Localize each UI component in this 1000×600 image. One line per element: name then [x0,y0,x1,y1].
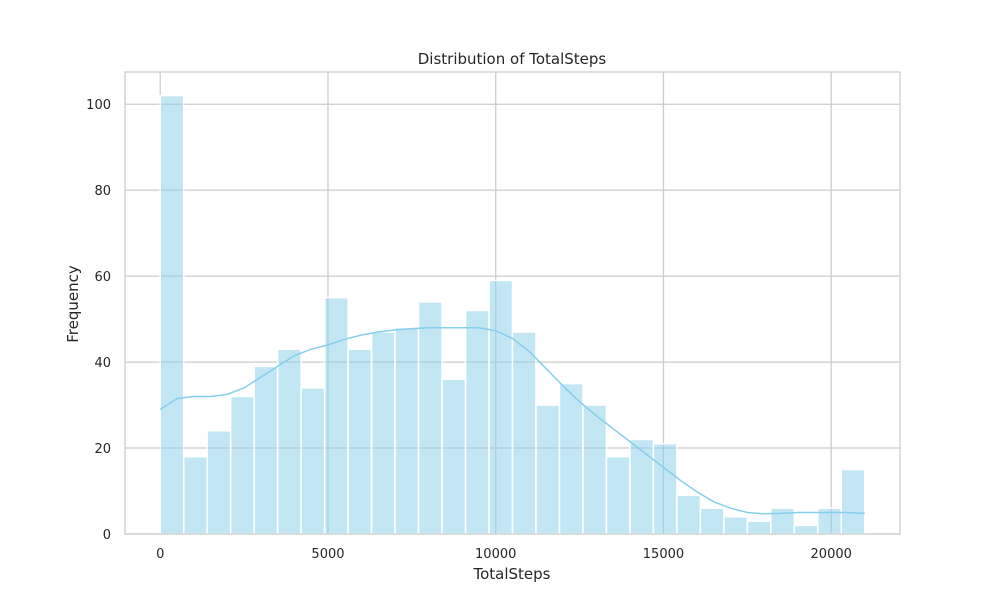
x-tick-label: 15000 [643,547,684,562]
histogram-bar [488,279,514,535]
x-tick-label: 10000 [475,547,516,562]
histogram-bar [558,382,584,535]
histogram-bar [511,331,537,535]
histogram-bar [347,348,373,535]
histogram-bar [276,348,302,535]
histogram-bar [206,430,232,535]
histogram-bar [840,468,866,535]
plot-frame [124,71,901,535]
y-tick-label: 40 [94,356,111,371]
y-tick-label: 100 [86,98,111,113]
histogram-bar [793,524,819,535]
chart-title: Distribution of TotalSteps [418,50,607,68]
histogram-bar [770,507,796,535]
histogram-bar [605,455,631,535]
x-axis-title: TotalSteps [473,565,551,583]
histogram-bar [182,455,208,535]
histogram-bar [253,365,279,535]
histogram-bar [464,309,490,535]
y-axis-title: Frequency [64,265,82,343]
histogram-bar [746,520,772,535]
histogram-bar [417,301,443,535]
histogram-bar [629,438,655,535]
histogram-bar [676,494,702,535]
histogram-bar [535,404,561,535]
histogram-bar [300,387,326,535]
y-tick-label: 80 [94,184,111,199]
histogram-bar [159,94,185,535]
histogram-bar [723,516,749,535]
histogram-bar [582,404,608,535]
histogram-bar [441,378,467,535]
y-tick-label: 20 [94,442,111,457]
histogram-bar [229,395,255,535]
x-tick-label: 0 [156,547,164,562]
y-tick-label: 60 [94,270,111,285]
histogram-bar [394,326,420,535]
histogram-bar [699,507,725,535]
histogram-bars [159,94,866,535]
histogram-bar [323,296,349,535]
y-tick-labels: 0 20 40 60 80 100 [86,98,111,543]
kde-line [159,326,865,515]
x-tick-labels: 0 5000 10000 15000 20000 [156,547,852,562]
histogram-bar [370,331,396,535]
y-tick-label: 0 [103,528,111,543]
histogram-bar [652,442,678,535]
x-tick-label: 5000 [311,547,344,562]
x-tick-label: 20000 [811,547,852,562]
